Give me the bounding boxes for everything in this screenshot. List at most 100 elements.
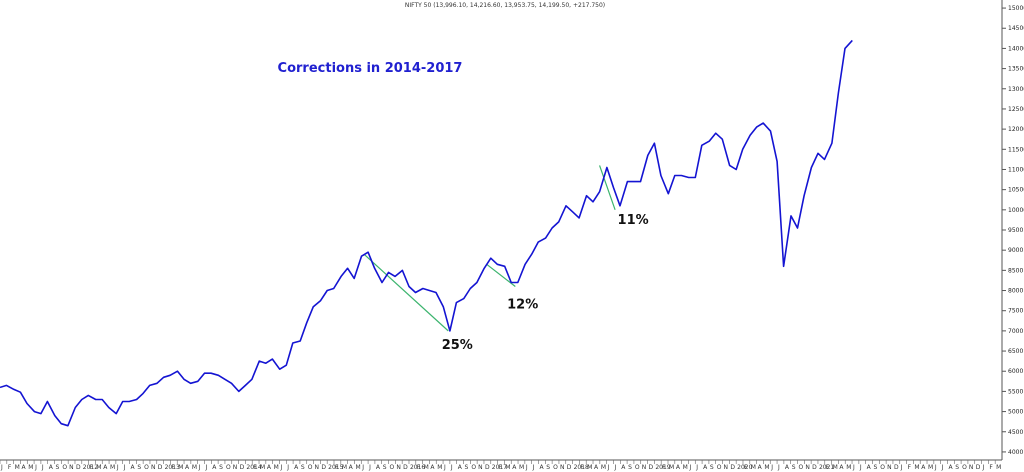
annotation-label: 11% [618, 213, 649, 228]
x-tick-label: M [260, 464, 265, 471]
x-tick-label: F [90, 464, 94, 471]
x-tick-label: M [751, 464, 756, 471]
series-line [0, 39, 853, 427]
x-tick-label: N [233, 464, 238, 471]
x-tick-label: M [683, 464, 688, 471]
x-year-label: 2012 [83, 464, 98, 471]
series-group [0, 39, 853, 427]
x-tick-label: M [914, 464, 919, 471]
x-tick-label: J [34, 464, 37, 471]
x-tick-label: M [355, 464, 360, 471]
x-tick-label: D [158, 464, 163, 471]
y-tick-label: 8500 [1008, 267, 1023, 274]
x-tick-label: J [934, 464, 937, 471]
x-tick-label: A [921, 464, 926, 471]
x-tick-label: O [62, 464, 67, 471]
x-tick-label: F [171, 464, 175, 471]
x-tick-label: A [267, 464, 272, 471]
x-tick-label: A [594, 464, 599, 471]
x-tick-label: J [900, 464, 903, 471]
x-tick-label: S [465, 464, 469, 471]
x-tick-label: F [8, 464, 12, 471]
x-tick-label: J [279, 464, 282, 471]
x-tick-label: M [110, 464, 115, 471]
x-tick-label: J [695, 464, 698, 471]
x-tick-label: F [826, 464, 830, 471]
x-tick-label: J [607, 464, 610, 471]
x-tick-label: A [867, 464, 872, 471]
annotations: 25% 12% 11% [442, 213, 649, 353]
x-year-label: 2021 [819, 464, 834, 471]
x-tick-label: F [417, 464, 421, 471]
x-tick-label: S [383, 464, 387, 471]
x-tick-label: A [294, 464, 299, 471]
x-tick-label: D [485, 464, 490, 471]
x-tick-label: N [478, 464, 483, 471]
y-tick-label: 13500 [1008, 66, 1024, 73]
x-tick-label: M [996, 464, 1001, 471]
x-tick-label: M [601, 464, 606, 471]
x-tick-label: A [376, 464, 381, 471]
x-tick-label: S [710, 464, 714, 471]
x-year-label: 2013 [165, 464, 180, 471]
y-tick-label: 14500 [1008, 25, 1024, 32]
x-tick-label: O [390, 464, 395, 471]
x-tick-label: S [955, 464, 959, 471]
x-tick-label: J [443, 464, 446, 471]
x-tick-label: N [887, 464, 892, 471]
annotation-label: 25% [442, 338, 473, 353]
x-tick-label: D [567, 464, 572, 471]
x-tick-label: A [185, 464, 190, 471]
x-tick-label: A [621, 464, 626, 471]
x-tick-label: M [519, 464, 524, 471]
x-tick-label: F [499, 464, 503, 471]
y-tick-label: 15000 [1008, 5, 1024, 12]
trendline [363, 253, 449, 332]
x-tick-label: A [785, 464, 790, 471]
x-tick-label: A [948, 464, 953, 471]
x-tick-label: D [76, 464, 81, 471]
x-tick-label: D [894, 464, 899, 471]
x-tick-label: O [717, 464, 722, 471]
y-tick-label: 7500 [1008, 308, 1023, 315]
x-year-label: 2019 [655, 464, 670, 471]
x-tick-label: N [315, 464, 320, 471]
x-tick-label: F [989, 464, 993, 471]
x-tick-label: J [852, 464, 855, 471]
x-tick-label: A [839, 464, 844, 471]
x-tick-label: M [28, 464, 33, 471]
x-tick-label: D [240, 464, 245, 471]
x-tick-label: M [587, 464, 592, 471]
y-tick-label: 13000 [1008, 86, 1024, 93]
x-tick-label: O [635, 464, 640, 471]
x-tick-label: A [131, 464, 136, 471]
x-tick-label: J [123, 464, 126, 471]
x-tick-label: J [198, 464, 201, 471]
x-year-label: 2014 [246, 464, 261, 471]
y-tick-label: 6500 [1008, 348, 1023, 355]
x-tick-label: J [361, 464, 364, 471]
x-tick-label: N [969, 464, 974, 471]
x-tick-label: S [301, 464, 305, 471]
x-tick-label: O [880, 464, 885, 471]
y-tick-label: 9500 [1008, 227, 1023, 234]
x-tick-label: A [212, 464, 217, 471]
x-tick-label: D [730, 464, 735, 471]
x-tick-label: J [204, 464, 207, 471]
trendline [598, 165, 616, 211]
x-tick-label: M [192, 464, 197, 471]
x-tick-label: J [613, 464, 616, 471]
y-tick-label: 7000 [1008, 328, 1023, 335]
x-tick-label: O [226, 464, 231, 471]
x-tick-label: M [15, 464, 20, 471]
x-tick-label: M [928, 464, 933, 471]
x-tick-label: M [437, 464, 442, 471]
x-tick-label: A [103, 464, 108, 471]
x-tick-label: M [274, 464, 279, 471]
x-tick-label: A [349, 464, 354, 471]
annotation-label: 12% [507, 298, 538, 313]
x-tick-label: J [688, 464, 691, 471]
x-tick-label: N [805, 464, 810, 471]
x-tick-label: F [335, 464, 339, 471]
